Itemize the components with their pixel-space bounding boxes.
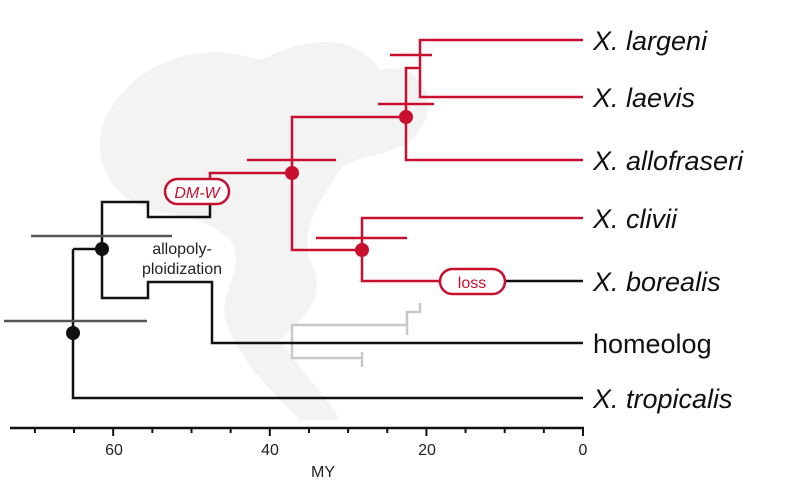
taxon-label: X. laevis <box>592 83 695 113</box>
dmw-badge: DM-W <box>163 177 231 206</box>
homeolog-subtree <box>290 301 583 369</box>
taxon-label: X. clivii <box>592 204 678 234</box>
loss-label: loss <box>458 275 486 292</box>
axis-label: MY <box>311 464 335 481</box>
node-dot <box>95 242 109 256</box>
taxon-label: X. tropicalis <box>592 384 733 414</box>
time-axis: 60 40 20 0 MY <box>10 426 588 481</box>
dmw-label: DM-W <box>174 185 221 202</box>
allopolyploidization-label: allopoly- <box>152 241 212 258</box>
red-branches <box>208 38 583 283</box>
allopolyploidization-label: ploidization <box>142 261 222 278</box>
taxon-label: X. borealis <box>592 267 721 297</box>
node-dot <box>66 326 80 340</box>
tick-label: 20 <box>418 442 436 459</box>
taxon-label: homeolog <box>593 329 712 359</box>
tick-label: 0 <box>579 442 588 459</box>
node-dot <box>355 243 369 257</box>
tick-label: 60 <box>105 442 123 459</box>
tick-label: 40 <box>261 442 279 459</box>
node-dot <box>285 166 299 180</box>
black-branches <box>4 200 583 400</box>
frog-silhouette <box>99 41 428 421</box>
taxon-label: X. allofraseri <box>592 146 744 176</box>
taxon-label: X. largeni <box>592 26 708 56</box>
node-dot <box>399 110 413 124</box>
loss-badge: loss <box>438 267 507 296</box>
